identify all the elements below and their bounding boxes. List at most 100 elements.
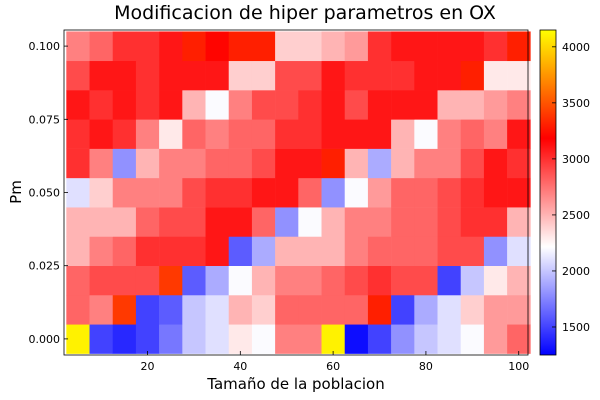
heatmap-cell (135, 324, 160, 354)
chart-title: Modificacion de hiper parametros en OX (114, 2, 496, 24)
y-tick-label: 0.000 (29, 333, 61, 346)
heatmap-cell (275, 177, 299, 208)
heatmap-cell (135, 177, 160, 208)
heatmap-cell (205, 236, 230, 266)
colorbar-ticks: 1500 2000 2500 3000 3500 4000 (552, 41, 590, 334)
heatmap-cell (391, 31, 415, 62)
heatmap-cell (460, 60, 485, 91)
heatmap-cell (298, 177, 322, 208)
heatmap-cell (437, 324, 462, 354)
heatmap-cell (251, 31, 276, 62)
heatmap-cell (228, 177, 253, 208)
heatmap-cell (112, 236, 137, 266)
heatmap-cell (414, 207, 438, 237)
heatmap-cell (507, 207, 531, 237)
heatmap-cell (251, 324, 276, 354)
heatmap-cell (135, 31, 160, 62)
heatmap-cell (275, 60, 299, 91)
heatmap-cell (344, 207, 369, 237)
heatmap-cell (507, 148, 531, 179)
heatmap-cell (205, 324, 230, 354)
heatmap-cell (437, 31, 462, 62)
y-axis-ticks: 0.000 0.025 0.050 0.075 0.100 (29, 40, 68, 346)
heatmap-cell (89, 90, 114, 120)
x-axis-label: Tamaño de la poblacion (206, 375, 384, 393)
heatmap-cell (275, 294, 299, 325)
heatmap-cell (159, 324, 183, 354)
heatmap-cell (460, 177, 485, 208)
heatmap-cell (321, 60, 346, 91)
heatmap-cell (66, 60, 90, 91)
heatmap-cell (228, 60, 253, 91)
heatmap-cell (66, 324, 90, 354)
heatmap-cell (321, 177, 346, 208)
heatmap-cell (483, 294, 508, 325)
heatmap-cell (182, 60, 206, 91)
x-axis-ticks: 20 40 60 80 100 (141, 351, 529, 373)
heatmap-cell (89, 177, 114, 208)
heatmap-cell (182, 207, 206, 237)
colorbar-tick-label: 4000 (562, 41, 590, 54)
heatmap-cell (367, 294, 392, 325)
heatmap-cell (275, 265, 299, 296)
heatmap-cell (460, 236, 485, 266)
x-tick-label: 100 (508, 360, 529, 373)
heatmap-cell (298, 119, 322, 149)
heatmap-cell (159, 60, 183, 91)
heatmap-cell (437, 119, 462, 149)
heatmap-cell (66, 294, 90, 325)
heatmap-cell (391, 265, 415, 296)
heatmap-cell (228, 265, 253, 296)
heatmap-cell (159, 294, 183, 325)
heatmap-cell (112, 294, 137, 325)
heatmap-cell (391, 119, 415, 149)
heatmap-cell (89, 148, 114, 179)
heatmap-cell (275, 119, 299, 149)
y-axis-label: Pm (7, 180, 25, 204)
heatmap-cell (460, 207, 485, 237)
heatmap-cell (298, 324, 322, 354)
heatmap-cell (298, 236, 322, 266)
heatmap-cell (298, 60, 322, 91)
heatmap-cell (159, 148, 183, 179)
heatmap-cell (89, 236, 114, 266)
heatmap-cell (66, 119, 90, 149)
heatmap-cell (344, 148, 369, 179)
heatmap-cell (344, 31, 369, 62)
heatmap-cell (66, 177, 90, 208)
heatmap-cell (251, 265, 276, 296)
heatmap-cell (159, 207, 183, 237)
heatmap-cell (182, 119, 206, 149)
heatmap-cell (483, 236, 508, 266)
heatmap-cell (275, 31, 299, 62)
heatmap-cell (159, 90, 183, 120)
heatmap-cell (483, 177, 508, 208)
heatmap-cell (414, 294, 438, 325)
heatmap-cell (228, 324, 253, 354)
y-tick-label: 0.025 (29, 260, 61, 273)
heatmap-cell (391, 236, 415, 266)
heatmap-cell (391, 207, 415, 237)
heatmap-cell (205, 177, 230, 208)
heatmap-cell (414, 119, 438, 149)
heatmap-cell (89, 31, 114, 62)
heatmap-cell (159, 119, 183, 149)
heatmap-cell (205, 265, 230, 296)
heatmap-cell (460, 148, 485, 179)
heatmap-cell (414, 31, 438, 62)
y-tick-label: 0.050 (29, 187, 61, 200)
heatmap-cell (483, 265, 508, 296)
heatmap-cell (414, 236, 438, 266)
heatmap-cell (182, 324, 206, 354)
heatmap-cell (228, 236, 253, 266)
heatmap-cell (321, 119, 346, 149)
heatmap-cell (112, 177, 137, 208)
heatmap-cell (112, 119, 137, 149)
colorbar-tick-label: 2500 (562, 209, 590, 222)
heatmap-cell (275, 324, 299, 354)
heatmap-cell (89, 324, 114, 354)
heatmap-cell (344, 60, 369, 91)
heatmap-cell (66, 236, 90, 266)
heatmap-cell (321, 148, 346, 179)
